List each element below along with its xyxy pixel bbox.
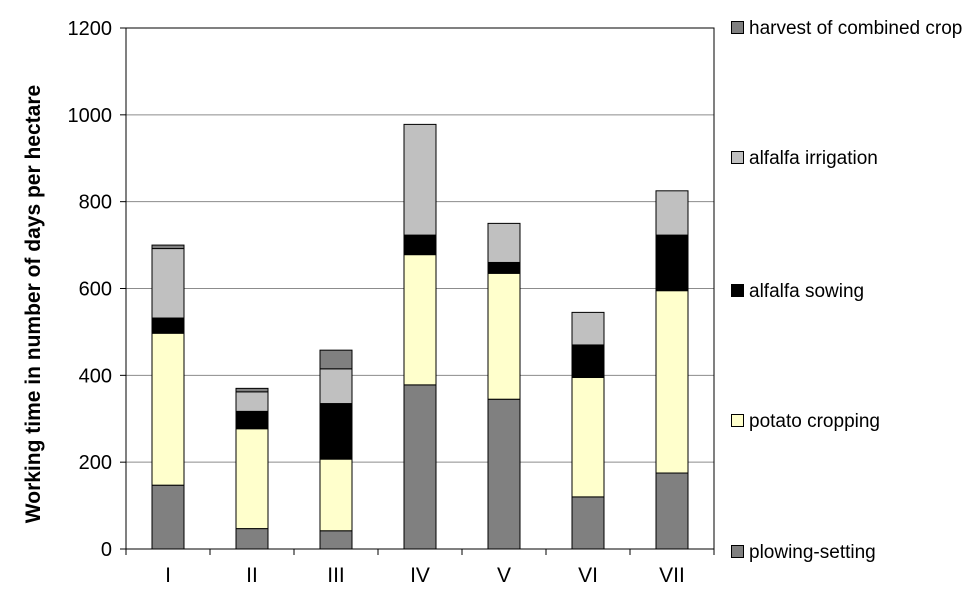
bar-I-potato-cropping [151, 332, 185, 486]
y-tick-label: 1200 [68, 18, 113, 40]
bar-VII-alfalfa-sowing [655, 234, 689, 292]
bar-II-plowing-setting [235, 528, 269, 550]
bar-VI-plowing-setting [571, 496, 605, 550]
bar-V-potato-cropping [487, 272, 521, 400]
legend-item-potato-cropping: potato cropping [731, 409, 974, 435]
bar-V-alfalfa-irrigation [487, 222, 521, 263]
bar-II-potato-cropping [235, 428, 269, 530]
bar-V-alfalfa-sowing [487, 261, 521, 274]
x-tick-label: VI [578, 564, 598, 587]
bar-VI-alfalfa-irrigation [571, 311, 605, 346]
bar-II-alfalfa-irrigation [235, 391, 269, 412]
legend-label-harvest: harvest of combined crop [749, 18, 963, 39]
y-axis-title-wrap: Working time in number of days per hecta… [6, 16, 62, 591]
legend-swatch-alfalfa-sowing [731, 284, 744, 297]
legend-label-plowing-setting: plowing-setting [749, 542, 876, 563]
bar-III-potato-cropping [319, 458, 353, 532]
y-tick-label: 0 [101, 539, 112, 561]
bar-IV-alfalfa-sowing [403, 234, 437, 256]
bar-IV-plowing-setting [403, 384, 437, 550]
legend-label-alfalfa-sowing: alfalfa sowing [749, 281, 865, 302]
bars [151, 123, 689, 550]
bar-VI-alfalfa-sowing [571, 344, 605, 379]
bar-III-alfalfa-sowing [319, 403, 353, 460]
bar-V-plowing-setting [487, 398, 521, 550]
x-tick-label: III [327, 564, 345, 587]
x-tick-label: I [165, 564, 171, 587]
bar-IV-potato-cropping [403, 254, 437, 386]
bar-II-alfalfa-sowing [235, 410, 269, 430]
y-tick-label: 800 [79, 192, 112, 214]
bar-VI-potato-cropping [571, 377, 605, 498]
legend-label-alfalfa-irrigation: alfalfa irrigation [749, 148, 878, 169]
bar-VII-alfalfa-irrigation [655, 190, 689, 236]
bar-I-harvest-of-combined-crop [151, 244, 185, 250]
y-tick-label: 600 [79, 279, 112, 301]
x-tick-label: VII [659, 564, 685, 587]
legend-swatch-plowing-setting [731, 545, 744, 558]
y-tick-label: 1000 [68, 105, 113, 127]
legend-item-alfalfa-sowing: alfalfa sowing [731, 279, 974, 305]
bar-I-alfalfa-sowing [151, 317, 185, 334]
bar-II-harvest-of-combined-crop [235, 387, 269, 393]
legend-item-plowing-setting: plowing-setting [731, 540, 974, 566]
x-tick-label: II [246, 564, 258, 587]
axes [120, 27, 715, 555]
y-axis-title: Working time in number of days per hecta… [22, 84, 45, 523]
x-tick-label: IV [410, 564, 430, 587]
bar-III-harvest-of-combined-crop [319, 349, 353, 370]
legend-item-alfalfa-irrigation: alfalfa irrigation [731, 146, 974, 172]
legend-swatch-harvest [731, 21, 744, 34]
bar-IV-alfalfa-irrigation [403, 123, 437, 236]
y-tick-label: 200 [79, 452, 112, 474]
legend-swatch-potato-cropping [731, 414, 744, 427]
legend: harvest of combined crop alfalfa irrigat… [731, 0, 974, 591]
bar-I-alfalfa-irrigation [151, 248, 185, 319]
legend-swatch-alfalfa-irrigation [731, 151, 744, 164]
legend-label-potato-cropping: potato cropping [749, 411, 880, 432]
bar-III-alfalfa-irrigation [319, 368, 353, 405]
bar-I-plowing-setting [151, 484, 185, 550]
bar-VII-plowing-setting [655, 472, 689, 550]
bar-VII-potato-cropping [655, 290, 689, 474]
bar-III-plowing-setting [319, 530, 353, 550]
x-tick-label: V [497, 564, 511, 587]
y-tick-label: 400 [79, 365, 112, 387]
legend-item-harvest: harvest of combined crop [731, 16, 974, 42]
